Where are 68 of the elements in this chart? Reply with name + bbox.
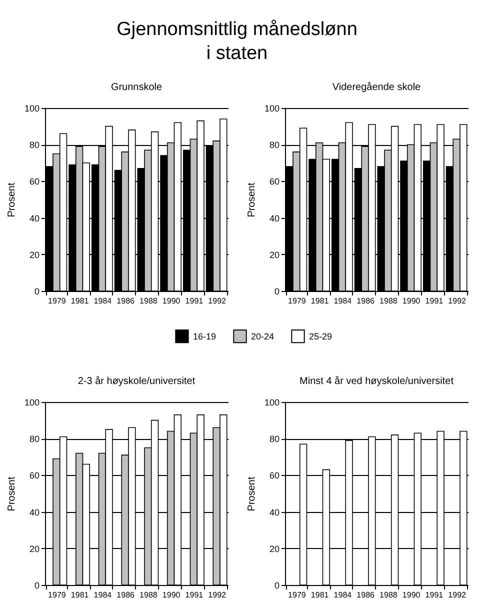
x-tick-label: 1986	[116, 296, 136, 306]
x-tick-label: 1981	[310, 296, 330, 306]
y-tick-label: 40	[269, 213, 280, 224]
y-tick-label: 40	[269, 507, 280, 518]
y-tick-label: 60	[269, 470, 280, 481]
x-tick-label: 1984	[334, 590, 352, 600]
y-axis-title: Prosent	[246, 182, 258, 218]
x-tick-label: 1988	[380, 296, 398, 306]
x-tick-label: 1991	[425, 590, 444, 600]
x-tick-label: 1992	[208, 296, 227, 306]
y-tick-label: 0	[34, 580, 40, 590]
y-tick-label: 100	[264, 398, 280, 408]
x-tick-label: 1991	[185, 296, 204, 306]
x-tick-label: 1979	[48, 590, 66, 600]
chart-title: Minst 4 år ved høyskole/universitet	[300, 375, 454, 387]
x-tick-label: 1992	[208, 590, 227, 600]
x-tick-label: 1990	[162, 590, 181, 600]
x-tick-label: 1981	[310, 590, 330, 600]
y-tick-label: 60	[29, 176, 40, 187]
x-tick-label: 1979	[288, 590, 306, 600]
x-tick-label: 1984	[94, 590, 112, 600]
y-tick-label: 80	[29, 140, 40, 150]
x-tick-label: 1984	[94, 296, 112, 306]
x-tick-label: 1992	[448, 590, 467, 600]
x-tick-label: 1986	[356, 590, 376, 600]
y-tick-label: 40	[29, 213, 40, 224]
x-tick-label: 1988	[140, 296, 158, 306]
x-tick-label: 1986	[356, 296, 376, 306]
x-tick-label: 1988	[380, 590, 398, 600]
y-tick-label: 100	[264, 104, 280, 114]
chart-title: 2-3 år høyskole/universitet	[78, 375, 196, 387]
y-tick-label: 20	[29, 544, 40, 554]
y-tick-label: 20	[269, 544, 280, 554]
x-tick-label: 1991	[185, 590, 204, 600]
legend-label: 16-19	[193, 331, 216, 342]
y-axis-title: Prosent	[6, 476, 18, 512]
x-tick-label: 1991	[425, 296, 444, 306]
y-tick-label: 20	[269, 250, 280, 260]
x-tick-label: 1981	[70, 296, 90, 306]
y-tick-label: 80	[269, 434, 280, 444]
y-tick-label: 40	[29, 507, 40, 518]
x-tick-label: 1986	[116, 590, 136, 600]
x-tick-label: 1990	[402, 296, 421, 306]
y-tick-label: 60	[269, 176, 280, 187]
x-tick-label: 1988	[140, 590, 158, 600]
legend-label: 25-29	[309, 331, 332, 342]
y-tick-label: 0	[274, 580, 280, 590]
chart-title: Grunnskole	[110, 82, 163, 93]
x-tick-label: 1979	[288, 296, 306, 306]
y-axis-title: Prosent	[246, 476, 258, 512]
y-tick-label: 100	[24, 104, 40, 114]
x-tick-label: 1992	[448, 296, 467, 306]
chart-title: Videregående skole	[332, 81, 422, 93]
x-tick-label: 1984	[334, 296, 352, 306]
y-axis-title: Prosent	[6, 182, 18, 218]
y-tick-label: 0	[34, 286, 40, 296]
x-tick-label: 1990	[402, 590, 421, 600]
legend-label: 20-24	[251, 331, 274, 342]
y-tick-label: 100	[24, 398, 40, 408]
y-tick-label: 20	[29, 250, 40, 260]
text: Gjennomsnittlig månedslønn i staten	[116, 19, 358, 64]
x-tick-label: 1990	[162, 296, 181, 306]
y-tick-label: 80	[269, 140, 280, 150]
x-tick-label: 1981	[70, 590, 90, 600]
y-tick-label: 60	[29, 470, 40, 481]
y-tick-label: 80	[29, 434, 40, 444]
y-tick-label: 0	[274, 286, 280, 296]
x-tick-label: 1979	[48, 296, 66, 306]
